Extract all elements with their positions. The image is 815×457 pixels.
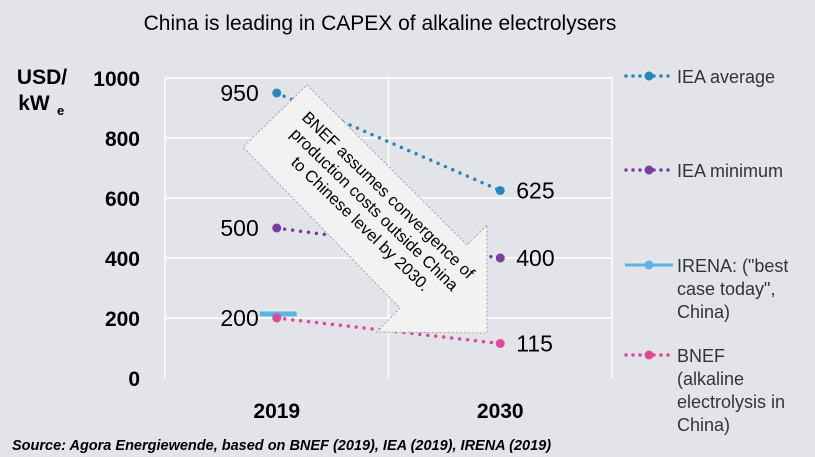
data-point [272, 313, 282, 323]
data-label: 400 [516, 245, 554, 271]
data-point [495, 253, 505, 263]
data-label: 950 [220, 80, 258, 106]
y-tick-label: 800 [105, 128, 140, 151]
y-tick-label: 400 [105, 248, 140, 271]
y-tick-label: 200 [105, 308, 140, 331]
annotation-arrow: BNEF assumes convergence of production c… [242, 84, 488, 334]
data-label: 200 [220, 305, 258, 331]
data-label: 115 [516, 331, 553, 357]
data-point [272, 223, 282, 233]
x-tick-label: 2030 [477, 400, 524, 423]
x-tick-label: 2019 [253, 400, 300, 423]
y-axis-label-unit: kW [18, 92, 50, 115]
arrow-shape [242, 84, 488, 334]
data-point [272, 88, 282, 98]
legend-marker [644, 165, 654, 175]
y-tick-label: 600 [105, 188, 140, 211]
legend-label: (alkaline [677, 369, 744, 389]
data-labels: 950 625 500 400 200 115 [220, 80, 554, 357]
y-axis-label-subscript: e [57, 103, 64, 118]
legend-label: IRENA: ("best [677, 256, 788, 276]
data-point [495, 186, 505, 195]
y-ticks: 0 200 400 600 800 1000 [93, 68, 140, 391]
data-point [495, 339, 505, 348]
legend-label: case today", [677, 279, 775, 299]
legend-label: IEA minimum [677, 161, 783, 181]
chart-title: China is leading in CAPEX of alkaline el… [144, 12, 617, 35]
data-label: 625 [516, 178, 554, 204]
y-axis-label: USD/ [17, 66, 67, 89]
legend: IEA average IEA minimum IRENA: ("best case … [624, 67, 788, 435]
legend-label: electrolysis in [677, 392, 785, 412]
legend-marker [644, 350, 654, 360]
y-tick-label: 0 [128, 368, 140, 391]
legend-marker [644, 71, 654, 81]
legend-label: IEA average [677, 67, 775, 87]
x-ticks: 2019 2030 [253, 400, 523, 423]
legend-label: China) [677, 302, 730, 322]
data-label: 500 [220, 215, 258, 241]
legend-label: China) [677, 415, 730, 435]
legend-marker [644, 260, 654, 270]
source-note: Source: Agora Energiewende, based on BNE… [12, 438, 551, 454]
legend-label: BNEF [677, 346, 725, 366]
y-tick-label: 1000 [93, 68, 140, 91]
